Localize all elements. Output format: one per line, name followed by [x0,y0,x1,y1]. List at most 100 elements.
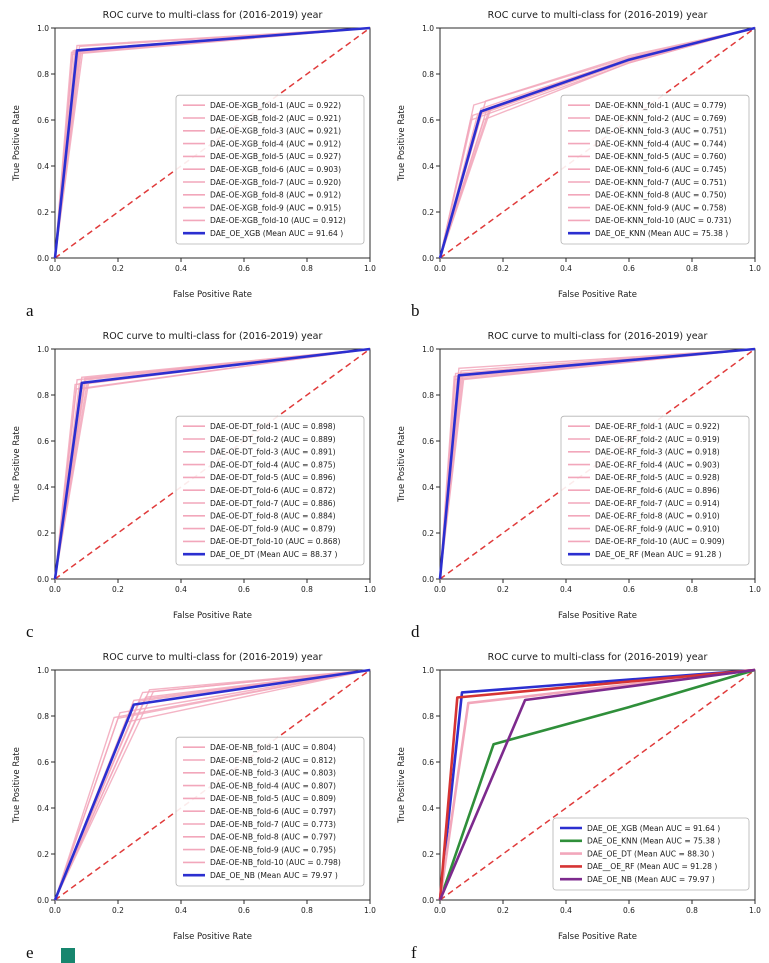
x-tick-label: 0.0 [434,264,446,273]
legend-box [560,94,750,245]
y-tick-label: 0.0 [37,896,49,905]
x-axis-label: False Positive Rate [173,932,252,942]
legend-label: DAE-OE-XGB_fold-8 (AUC = 0.912) [210,191,341,200]
panel-letter-c: c [26,622,34,641]
roc-chart-c: 0.00.0 0.2 0.2 0.4 0.4 0.6 0.6 0.8 0.8 1.0 1.0 ROC … [8,327,380,623]
legend-label: DAE-OE-XGB_fold-1 (AUC = 0.922) [210,101,341,110]
legend-label: DAE-OE-XGB_fold-3 (AUC = 0.921) [210,127,341,136]
y-tick-label: 1.0 [37,345,49,354]
x-tick-label: 0.2 [112,585,124,594]
x-tick-label: 0.4 [560,264,572,273]
legend-box [175,415,365,566]
x-tick-label: 0.4 [175,906,187,915]
legend-label: DAE-OE-RF_fold-10 (AUC = 0.909) [595,537,725,546]
plot-c: 0.00.0 0.2 0.2 0.4 0.4 0.6 0.6 0.8 0.8 1.0 1.0 ROC … [8,327,380,623]
y-tick-label: 1.0 [37,666,49,675]
x-tick-label: 0.8 [686,264,698,273]
y-tick-label: 1.0 [37,24,49,33]
legend: DAE-OE-NB_fold-1 (AUC = 0.804) DAE-OE-NB_… [175,736,365,887]
x-tick-label: 1.0 [364,585,376,594]
mean-curve [438,668,756,901]
mean-curve [438,668,756,901]
x-tick-label: 0.4 [175,264,187,273]
mean-curve [438,668,756,901]
mean-curve [438,26,756,259]
legend-label: DAE-OE-DT_fold-4 (AUC = 0.875) [210,460,336,469]
legend-label: DAE-OE-XGB_fold-6 (AUC = 0.903) [210,165,341,174]
x-tick-label: 0.4 [560,585,572,594]
plot-f: 0.00.0 0.2 0.2 0.4 0.4 0.6 0.6 0.8 0.8 1.0 1.0 ROC … [393,648,765,944]
mean-curve [438,668,756,901]
legend-label: DAE-OE-KNN_fold-8 (AUC = 0.750) [595,191,726,200]
roc-chart-panel-e: 0.0 0.0 0.2 0.2 0.4 0.4 0.6 0.6 0.8 0.8 1.0 1.0 ROC … [0,642,385,963]
roc-chart-panel-d: 0.0 0.0 0.2 0.2 0.4 0.4 0.6 0.6 0.8 0.8 1.0 1.0 ROC … [385,321,769,642]
x-tick-label: 0.8 [301,264,313,273]
legend-label: DAE_OE_NB (Mean AUC = 79.97 ) [587,875,715,884]
legend-label: DAE-OE-XGB_fold-9 (AUC = 0.915) [210,203,341,212]
legend-box [175,736,365,887]
legend-label: DAE_OE_XGB (Mean AUC = 91.64 ) [210,229,343,238]
legend-label: DAE-OE-DT_fold-7 (AUC = 0.886) [210,499,336,508]
x-tick-label: 0.0 [49,585,61,594]
plot-b: 0.00.0 0.2 0.2 0.4 0.4 0.6 0.6 0.8 0.8 1.0 1.0 ROC … [393,6,765,302]
roc-chart-b: 0.00.0 0.2 0.2 0.4 0.4 0.6 0.6 0.8 0.8 1.0 1.0 ROC … [393,6,765,302]
y-tick-label: 0.8 [37,70,49,79]
legend-label: DAE-OE-NB_fold-7 (AUC = 0.773) [210,820,336,829]
legend-label: DAE-OE-XGB_fold-5 (AUC = 0.927) [210,152,341,161]
x-tick-label: 0.6 [623,906,635,915]
y-tick-label: 0.0 [422,254,434,263]
panel-letter-b: b [411,301,420,320]
x-tick-label: 0.2 [497,906,509,915]
legend-label: DAE-OE-XGB_fold-2 (AUC = 0.921) [210,114,341,123]
mean-curve [438,347,756,580]
legend-label: DAE-OE-XGB_fold-7 (AUC = 0.920) [210,178,341,187]
y-tick-label: 0.0 [422,575,434,584]
x-axis-label: False Positive Rate [558,611,637,621]
y-tick-label: 0.0 [422,896,434,905]
legend-label: DAE-OE-KNN_fold-7 (AUC = 0.751) [595,178,726,187]
y-tick-label: 0.4 [422,804,434,813]
chart-title: ROC curve to multi-class for (2016-2019)… [488,652,708,663]
y-tick-label: 0.6 [422,437,434,446]
roc-chart-d: 0.00.0 0.2 0.2 0.4 0.4 0.6 0.6 0.8 0.8 1.0 1.0 ROC … [393,327,765,623]
y-axis-label: True Positive Rate [12,426,22,503]
legend-box [560,415,750,566]
chance-diagonal [439,669,756,901]
legend-label: DAE-OE-RF_fold-5 (AUC = 0.928) [595,473,720,482]
y-tick-label: 0.4 [422,483,434,492]
legend-label: DAE-OE-NB_fold-10 (AUC = 0.798) [210,858,341,867]
panel-letter-e: e [26,943,34,962]
legend: DAE-OE-RF_fold-1 (AUC = 0.922) DAE-OE-RF_… [560,415,750,566]
legend-label: DAE-OE-XGB_fold-4 (AUC = 0.912) [210,139,341,148]
roc-chart-panel-c: 0.0 0.0 0.2 0.2 0.4 0.4 0.6 0.6 0.8 0.8 1.0 1.0 ROC … [0,321,385,642]
x-tick-label: 0.4 [175,585,187,594]
x-tick-label: 0.2 [112,906,124,915]
x-tick-label: 0.2 [497,585,509,594]
x-tick-label: 0.8 [686,585,698,594]
plot-a: 0.00.0 0.2 0.2 0.4 0.4 0.6 0.6 0.8 0.8 1.0 1.0 ROC … [8,6,380,302]
legend-label: DAE_OE_DT (Mean AUC = 88.30 ) [587,849,714,858]
legend-label: DAE-OE-NB_fold-2 (AUC = 0.812) [210,756,336,765]
y-tick-label: 1.0 [422,666,434,675]
y-tick-label: 1.0 [422,345,434,354]
y-tick-label: 0.8 [422,712,434,721]
legend-label: DAE-OE-KNN_fold-4 (AUC = 0.744) [595,139,726,148]
y-tick-label: 0.8 [37,391,49,400]
legend-label: DAE-OE-KNN_fold-2 (AUC = 0.769) [595,114,726,123]
y-tick-label: 0.2 [37,529,49,538]
y-tick-label: 0.6 [37,437,49,446]
chart-title: ROC curve to multi-class for (2016-2019)… [103,652,323,663]
y-tick-label: 0.0 [37,254,49,263]
y-axis-label: True Positive Rate [12,747,22,824]
y-tick-label: 1.0 [422,24,434,33]
x-tick-label: 1.0 [364,906,376,915]
legend-label: DAE-OE-NB_fold-8 (AUC = 0.797) [210,833,336,842]
y-tick-label: 0.6 [422,758,434,767]
x-axis-label: False Positive Rate [558,290,637,300]
legend-label: DAE-OE-DT_fold-3 (AUC = 0.891) [210,448,336,457]
x-tick-label: 0.6 [238,906,250,915]
y-tick-label: 0.2 [422,850,434,859]
x-tick-label: 0.0 [49,264,61,273]
legend: DAE-OE-DT_fold-1 (AUC = 0.898) DAE-OE-DT_… [175,415,365,566]
